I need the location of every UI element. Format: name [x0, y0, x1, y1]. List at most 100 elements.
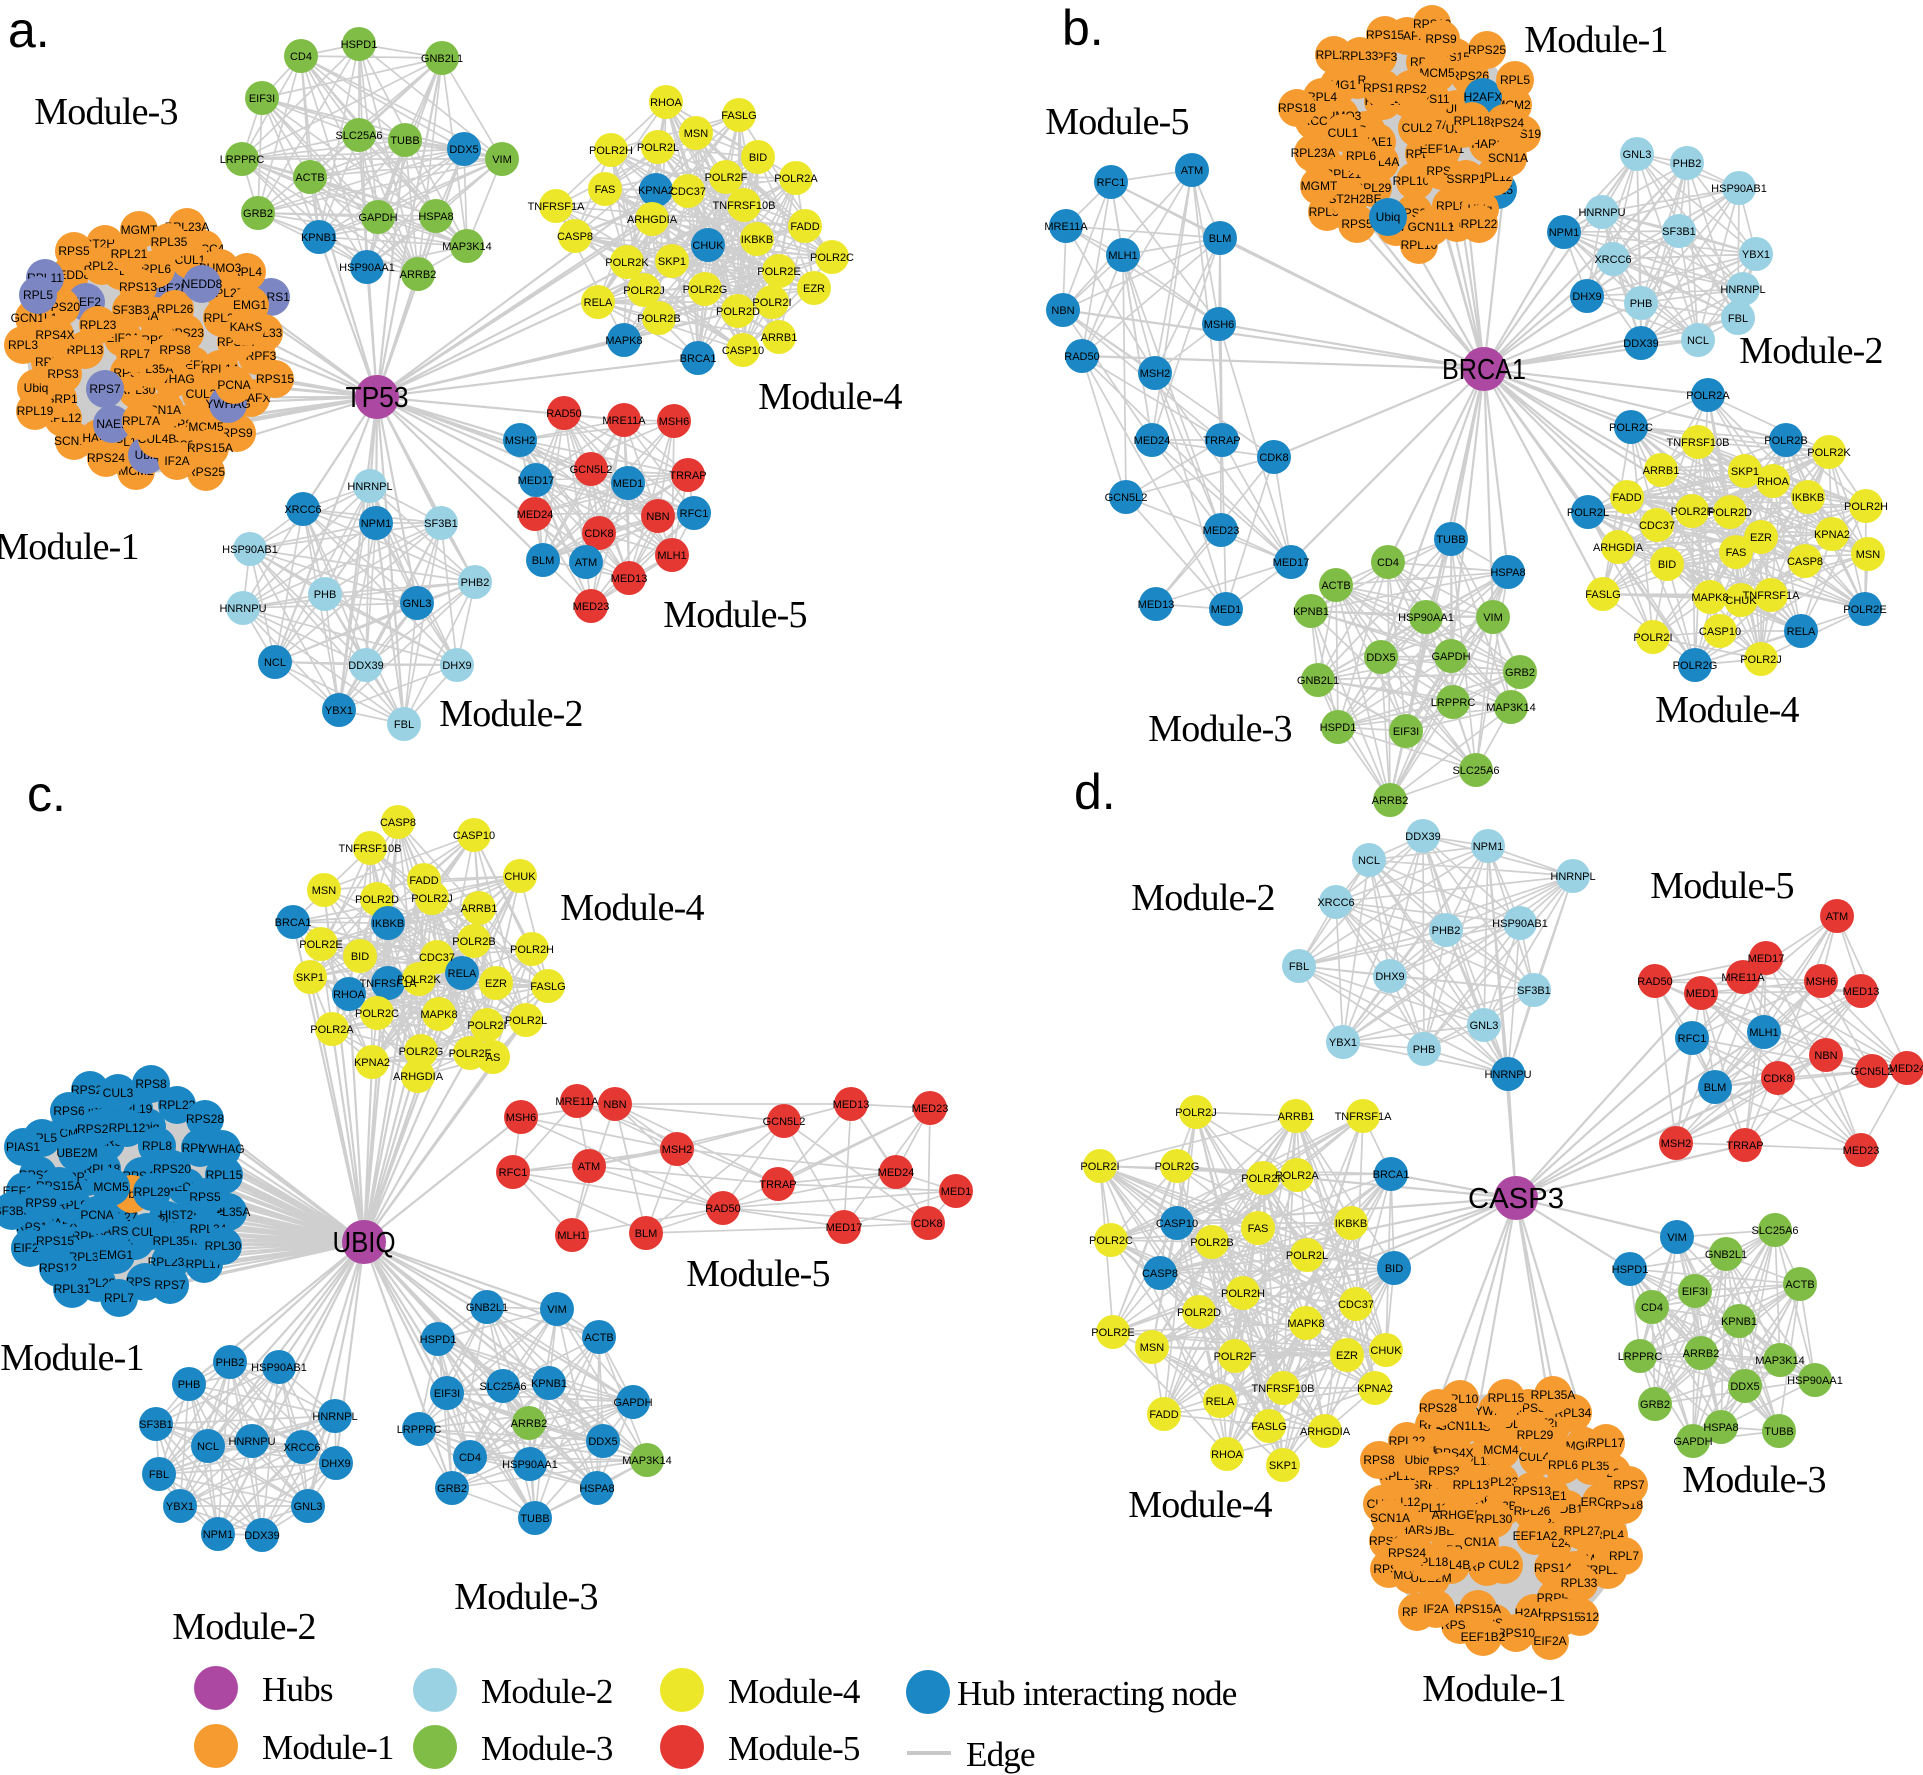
svg-text:RPS15: RPS15: [256, 372, 294, 386]
svg-text:HNRNPU: HNRNPU: [1578, 207, 1625, 219]
svg-text:POLR2B: POLR2B: [452, 936, 495, 948]
svg-text:Module-1: Module-1: [0, 1337, 143, 1379]
svg-text:RPS25: RPS25: [1468, 43, 1506, 57]
svg-text:EIF3I: EIF3I: [1393, 726, 1419, 738]
svg-text:YBX1: YBX1: [1742, 249, 1770, 261]
svg-text:ATM: ATM: [575, 557, 597, 569]
svg-text:RPL13: RPL13: [1453, 1478, 1490, 1492]
svg-text:KPNB1: KPNB1: [301, 232, 337, 244]
svg-text:HSP90AB1: HSP90AB1: [1492, 918, 1548, 930]
svg-text:Module-5: Module-5: [686, 1253, 829, 1295]
svg-text:RPS3: RPS3: [1428, 1464, 1460, 1478]
svg-text:POLR2D: POLR2D: [1708, 507, 1752, 519]
svg-text:RPL8: RPL8: [1436, 199, 1466, 213]
svg-text:RPL33: RPL33: [69, 1250, 106, 1264]
svg-text:RPS4X: RPS4X: [35, 328, 74, 342]
svg-text:RPS15A: RPS15A: [1455, 1602, 1501, 1616]
svg-text:TP53: TP53: [346, 382, 409, 414]
svg-text:SLC25A6: SLC25A6: [335, 130, 382, 142]
svg-text:MED17: MED17: [826, 1222, 863, 1234]
svg-text:VIM: VIM: [1483, 612, 1503, 624]
svg-text:RHOA: RHOA: [1211, 1449, 1243, 1461]
svg-text:FADD: FADD: [1149, 1409, 1178, 1421]
svg-text:POLR2K: POLR2K: [605, 257, 649, 269]
svg-text:DDX5: DDX5: [1730, 1381, 1759, 1393]
svg-text:GNB2L1: GNB2L1: [466, 1302, 508, 1314]
svg-text:MAP3K14: MAP3K14: [1755, 1355, 1805, 1367]
svg-text:KPNB1: KPNB1: [1293, 606, 1329, 618]
svg-text:RPL29: RPL29: [1517, 1428, 1554, 1442]
svg-text:MED24: MED24: [1134, 435, 1171, 447]
svg-text:POLR2F: POLR2F: [1214, 1351, 1257, 1363]
svg-text:DHX9: DHX9: [1375, 971, 1404, 983]
svg-text:PHB: PHB: [178, 1379, 201, 1391]
svg-text:HNRNPU: HNRNPU: [219, 603, 266, 615]
svg-text:CASP10: CASP10: [722, 345, 764, 357]
svg-text:POLR2H: POLR2H: [1221, 1288, 1265, 1300]
svg-text:RPL5: RPL5: [1500, 73, 1530, 87]
svg-text:RPL4: RPL4: [232, 265, 262, 279]
svg-text:POLR2K: POLR2K: [397, 974, 441, 986]
svg-text:EIF2A: EIF2A: [1533, 1634, 1566, 1648]
svg-text:BRCA1: BRCA1: [1442, 354, 1526, 386]
svg-text:EMG1: EMG1: [99, 1248, 133, 1262]
svg-text:FASLG: FASLG: [721, 110, 756, 122]
svg-text:PHB: PHB: [1630, 298, 1653, 310]
svg-text:ARRB2: ARRB2: [400, 269, 437, 281]
svg-text:SF3B1: SF3B1: [1517, 985, 1551, 997]
svg-text:RPL31: RPL31: [54, 1282, 91, 1296]
svg-text:ACTB: ACTB: [1321, 580, 1350, 592]
svg-text:NAE1: NAE1: [96, 417, 128, 431]
svg-text:ARHGEF4: ARHGEF4: [1432, 1508, 1489, 1522]
svg-text:NBN: NBN: [1814, 1050, 1837, 1062]
svg-text:Module-1: Module-1: [262, 1728, 394, 1767]
svg-text:XRCC6: XRCC6: [1594, 254, 1631, 266]
svg-text:ARRB2: ARRB2: [1683, 1348, 1720, 1360]
svg-text:RPS15: RPS15: [1543, 1610, 1581, 1624]
svg-text:CDC37: CDC37: [1338, 1299, 1374, 1311]
svg-text:TNFRSF10B: TNFRSF10B: [1667, 437, 1730, 449]
svg-text:GRB2: GRB2: [437, 1483, 467, 1495]
svg-text:MED24: MED24: [878, 1167, 915, 1179]
svg-text:EZR: EZR: [803, 283, 825, 295]
svg-text:POLR2L: POLR2L: [1567, 507, 1609, 519]
svg-text:POLR2C: POLR2C: [1609, 422, 1653, 434]
svg-text:RPL19: RPL19: [17, 404, 54, 418]
svg-text:LRPPRC: LRPPRC: [1431, 697, 1476, 709]
svg-text:ARHGDIA: ARHGDIA: [1300, 1426, 1351, 1438]
svg-text:KPNB1: KPNB1: [531, 1378, 567, 1390]
svg-text:BLM: BLM: [1209, 233, 1232, 245]
svg-text:POLR2B: POLR2B: [1190, 1237, 1233, 1249]
svg-text:FAS: FAS: [1248, 1223, 1269, 1235]
svg-text:EIF3I: EIF3I: [249, 93, 275, 105]
svg-text:RPL18: RPL18: [1454, 114, 1491, 128]
svg-text:ACTB: ACTB: [295, 172, 324, 184]
svg-text:RPS9: RPS9: [1425, 32, 1457, 46]
svg-text:MRE11A: MRE11A: [1721, 972, 1765, 984]
svg-text:LRPPRC: LRPPRC: [220, 154, 265, 166]
svg-text:POLR2J: POLR2J: [623, 285, 665, 297]
svg-text:LRPPRC: LRPPRC: [1618, 1351, 1663, 1363]
svg-text:AS: AS: [486, 1052, 501, 1064]
svg-text:ATM: ATM: [578, 1161, 600, 1173]
svg-text:FADD: FADD: [1612, 492, 1641, 504]
svg-text:DHX9: DHX9: [1572, 291, 1601, 303]
svg-text:RPL3: RPL3: [8, 338, 38, 352]
svg-text:FBL: FBL: [1728, 313, 1748, 325]
svg-text:SLC25A6: SLC25A6: [479, 1381, 526, 1393]
svg-text:ARRB1: ARRB1: [461, 903, 498, 915]
svg-text:XRCC6: XRCC6: [1317, 897, 1354, 909]
svg-text:EZR: EZR: [485, 978, 507, 990]
svg-text:MED13: MED13: [1843, 986, 1880, 998]
svg-text:RPS24: RPS24: [1486, 116, 1524, 130]
svg-text:c.: c.: [27, 766, 66, 822]
svg-text:VIM: VIM: [1667, 1232, 1687, 1244]
svg-text:CUL2: CUL2: [1402, 121, 1433, 135]
svg-text:IKBKB: IKBKB: [1335, 1218, 1367, 1230]
svg-text:Module-3: Module-3: [1148, 708, 1291, 750]
svg-text:MAP3K14: MAP3K14: [1486, 702, 1536, 714]
svg-text:TNFRSF10B: TNFRSF10B: [1252, 1383, 1315, 1395]
svg-text:CDK8: CDK8: [584, 528, 613, 540]
svg-text:BLM: BLM: [532, 555, 555, 567]
svg-text:RPL27: RPL27: [1564, 1524, 1601, 1538]
